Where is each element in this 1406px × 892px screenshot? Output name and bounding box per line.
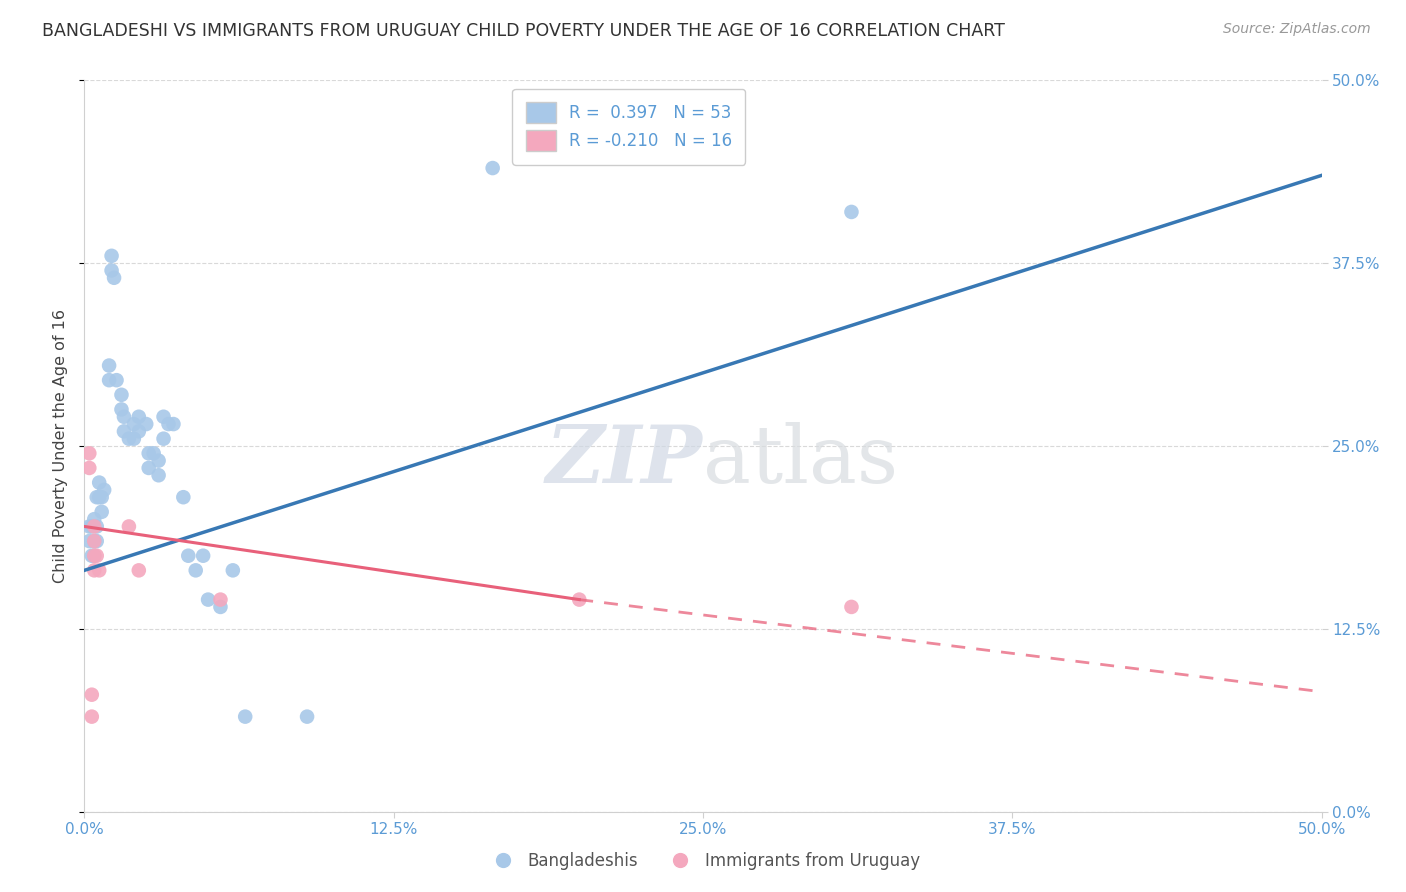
Point bbox=[80, 688, 103, 702]
Point bbox=[90, 490, 112, 504]
Point bbox=[98, 359, 121, 373]
Point bbox=[142, 446, 165, 460]
Point bbox=[79, 534, 101, 549]
Point bbox=[89, 490, 111, 504]
Point bbox=[128, 425, 150, 439]
Point bbox=[184, 563, 207, 577]
Text: Source: ZipAtlas.com: Source: ZipAtlas.com bbox=[1223, 22, 1371, 37]
Point bbox=[79, 446, 101, 460]
Point bbox=[83, 549, 105, 563]
Point bbox=[148, 468, 170, 483]
Point bbox=[103, 270, 125, 285]
Point bbox=[86, 534, 108, 549]
Text: BANGLADESHI VS IMMIGRANTS FROM URUGUAY CHILD POVERTY UNDER THE AGE OF 16 CORRELA: BANGLADESHI VS IMMIGRANTS FROM URUGUAY C… bbox=[42, 22, 1005, 40]
Point bbox=[148, 453, 170, 467]
Point bbox=[295, 709, 318, 723]
Point bbox=[209, 599, 232, 614]
Y-axis label: Child Poverty Under the Age of 16: Child Poverty Under the Age of 16 bbox=[53, 309, 69, 583]
Point bbox=[177, 549, 200, 563]
Point bbox=[79, 461, 101, 475]
Point bbox=[110, 388, 132, 402]
Text: atlas: atlas bbox=[703, 422, 898, 500]
Point bbox=[98, 373, 121, 387]
Point bbox=[222, 563, 245, 577]
Point bbox=[191, 549, 214, 563]
Point bbox=[110, 402, 132, 417]
Point bbox=[122, 417, 145, 431]
Point bbox=[118, 519, 141, 533]
Legend: Bangladeshis, Immigrants from Uruguay: Bangladeshis, Immigrants from Uruguay bbox=[479, 846, 927, 877]
Point bbox=[568, 592, 591, 607]
Point bbox=[80, 519, 103, 533]
Point bbox=[122, 432, 145, 446]
Point bbox=[152, 432, 174, 446]
Point bbox=[138, 446, 160, 460]
Point bbox=[83, 512, 105, 526]
Point bbox=[79, 519, 101, 533]
Point bbox=[841, 205, 863, 219]
Point bbox=[197, 592, 219, 607]
Point bbox=[83, 534, 105, 549]
Point bbox=[112, 425, 135, 439]
Point bbox=[138, 461, 160, 475]
Point bbox=[93, 483, 115, 497]
Point bbox=[86, 519, 108, 533]
Point bbox=[157, 417, 180, 431]
Point bbox=[233, 709, 256, 723]
Point bbox=[162, 417, 184, 431]
Point bbox=[89, 475, 111, 490]
Point bbox=[86, 549, 108, 563]
Point bbox=[481, 161, 503, 175]
Point bbox=[90, 505, 112, 519]
Point bbox=[80, 549, 103, 563]
Point bbox=[86, 490, 108, 504]
Point bbox=[80, 709, 103, 723]
Text: ZIP: ZIP bbox=[546, 422, 703, 500]
Point bbox=[841, 599, 863, 614]
Point bbox=[83, 563, 105, 577]
Point bbox=[128, 563, 150, 577]
Point bbox=[152, 409, 174, 424]
Point bbox=[100, 263, 122, 277]
Point bbox=[105, 373, 128, 387]
Point bbox=[172, 490, 194, 504]
Point bbox=[83, 549, 105, 563]
Point bbox=[89, 563, 111, 577]
Point bbox=[209, 592, 232, 607]
Point bbox=[83, 534, 105, 549]
Point bbox=[112, 409, 135, 424]
Point bbox=[135, 417, 157, 431]
Point bbox=[100, 249, 122, 263]
Point bbox=[83, 519, 105, 533]
Point bbox=[128, 409, 150, 424]
Point bbox=[118, 432, 141, 446]
